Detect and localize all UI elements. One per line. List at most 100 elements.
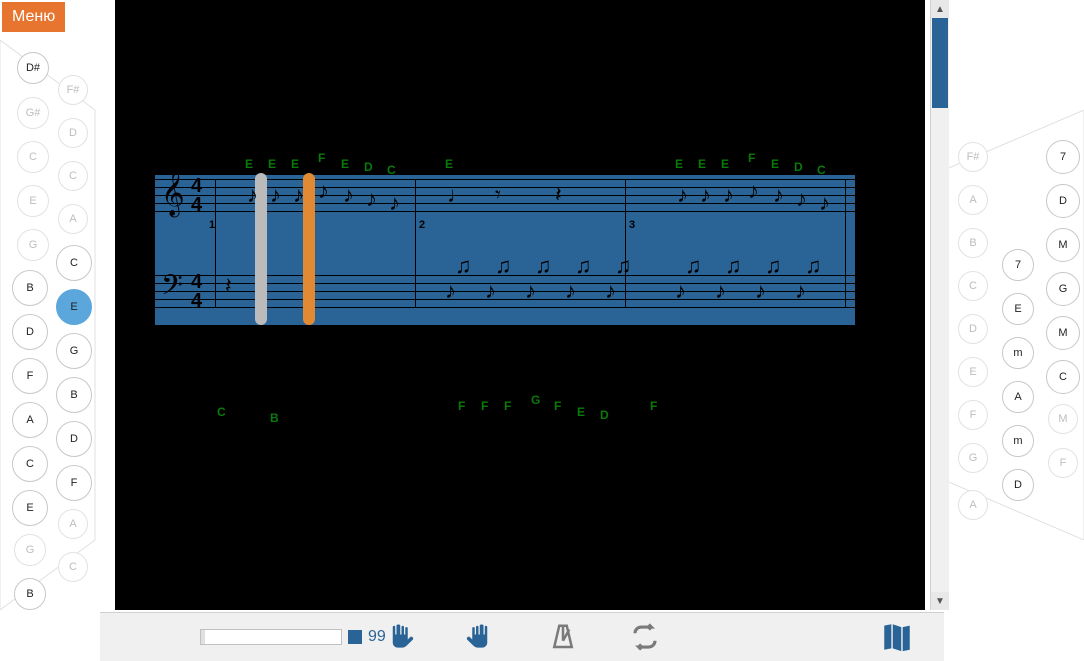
note-glyph: ♪ [270,184,281,206]
left-key-button[interactable]: E [17,185,49,217]
left-key-button[interactable]: D [12,314,48,350]
note-glyph: ♪ [723,184,734,206]
left-key-button[interactable]: C [12,446,48,482]
right-key-button[interactable]: D [958,314,988,344]
note-letter-label: E [698,157,706,171]
right-key-button[interactable]: M [1048,404,1078,434]
note-letter-label: D [794,160,803,174]
right-hand-icon[interactable] [465,621,497,653]
left-key-button[interactable]: F [56,465,92,501]
note-letter-label: B [270,411,279,425]
measure-number: 1 [209,219,215,231]
right-key-button[interactable]: F# [958,142,988,172]
note-glyph: ♪ [773,184,784,206]
note-glyph: ♪ [819,192,830,214]
note-letter-label: C [387,163,396,177]
left-key-button[interactable]: D [58,118,88,148]
left-hand-icon[interactable] [383,621,415,653]
left-key-button[interactable]: G# [17,97,49,129]
bass-clef: 𝄢 [161,270,183,309]
measure-number: 3 [629,219,635,231]
staff-system-2-labels: CBFFFGFEDF [155,395,855,435]
note-glyph: ♫ [455,255,472,277]
left-key-button[interactable]: F# [58,75,88,105]
note-letter-label: E [675,157,683,171]
overview-map-icon[interactable] [880,620,914,654]
note-glyph: ♪ [755,280,766,302]
right-key-button[interactable]: A [958,185,988,215]
left-key-button[interactable]: A [58,204,88,234]
loop-icon[interactable] [629,621,661,653]
note-glyph: ♪ [565,280,576,302]
right-key-button[interactable]: E [1002,293,1034,325]
right-key-button[interactable]: C [958,271,988,301]
note-letter-label: F [554,399,561,413]
note-glyph: 𝄽 [225,275,232,297]
scroll-down-button[interactable]: ▼ [931,592,949,610]
right-key-button[interactable]: D [1046,184,1080,218]
score-viewport: 𝄞 𝄢 4 4 4 4 1 2 3 [105,0,949,610]
scroll-up-button[interactable]: ▲ [931,0,949,18]
right-key-button[interactable]: m [1002,425,1034,457]
left-key-button[interactable]: C [58,161,88,191]
left-key-button[interactable]: G [14,534,46,566]
barline [215,179,216,307]
right-key-button[interactable]: A [958,490,988,520]
score-scrollbar[interactable]: ▲ ▼ [930,0,949,610]
left-key-button[interactable]: E [12,490,48,526]
left-key-button[interactable]: D [56,421,92,457]
progress-bar[interactable] [200,629,342,645]
right-key-button[interactable]: F [1048,448,1078,478]
menu-button[interactable]: Меню [2,2,65,32]
right-key-button[interactable]: D [1002,469,1034,501]
left-key-button[interactable]: B [14,578,46,610]
note-glyph: 𝄾 [495,184,501,206]
right-key-button[interactable]: 7 [1046,140,1080,174]
note-letter-label: C [217,405,226,419]
left-key-button[interactable]: C [56,245,92,281]
left-key-button[interactable]: A [12,402,48,438]
note-glyph: 𝄽 [555,184,562,206]
left-key-button[interactable]: C [17,141,49,173]
metronome-icon[interactable] [547,621,579,653]
right-key-button[interactable]: E [958,357,988,387]
right-key-button[interactable]: m [1002,337,1034,369]
playback-cursor[interactable] [303,173,315,325]
progress-fill [201,630,205,644]
barline [625,179,626,307]
note-letter-label: F [458,399,465,413]
left-key-button[interactable]: C [58,552,88,582]
right-keyboard-panel: F#ABCDEFGA 7EmAmD 7DMGMCMF [944,0,1084,610]
right-key-button[interactable]: G [1046,272,1080,306]
note-glyph: ♫ [725,255,742,277]
left-key-button[interactable]: A [58,509,88,539]
bottom-toolbar: 99 [100,612,944,661]
left-key-button[interactable]: G [17,229,49,261]
note-glyph: ♪ [389,192,400,214]
left-key-button[interactable]: B [56,377,92,413]
note-letter-label: F [504,399,511,413]
scroll-thumb[interactable] [932,18,948,108]
right-key-button[interactable]: 7 [1002,249,1034,281]
note-letter-label: D [364,160,373,174]
note-glyph: ♫ [615,255,632,277]
note-glyph: ♫ [495,255,512,277]
left-key-button[interactable]: F [12,358,48,394]
left-key-button[interactable]: E [56,289,92,325]
right-key-button[interactable]: C [1046,360,1080,394]
progress-marker [348,630,362,644]
right-key-button[interactable]: M [1046,316,1080,350]
note-letter-label: E [577,405,585,419]
note-letter-label: E [268,157,276,171]
right-key-button[interactable]: A [1002,381,1034,413]
left-key-button[interactable]: G [56,333,92,369]
note-glyph: ♪ [293,184,304,206]
right-key-button[interactable]: G [958,443,988,473]
note-glyph: ♪ [796,188,807,210]
right-key-button[interactable]: M [1046,228,1080,262]
right-key-button[interactable]: B [958,228,988,258]
right-key-button[interactable]: F [958,400,988,430]
left-key-button[interactable]: B [12,270,48,306]
left-key-button[interactable]: D# [17,52,49,84]
treble-timesig: 4 4 [191,177,202,215]
